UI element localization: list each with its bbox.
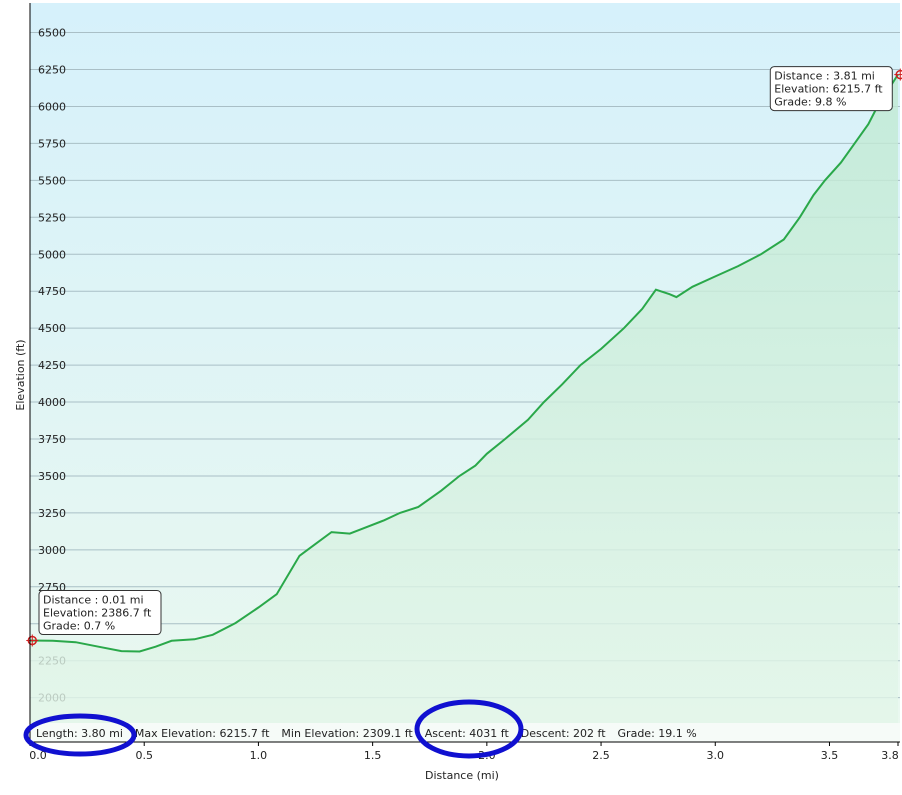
x-tick-label: 0.0 [29, 749, 47, 762]
y-tick-label: 5500 [38, 174, 66, 187]
stat-text: Ascent: 4031 ft [425, 727, 510, 740]
y-tick-label: 4250 [38, 359, 66, 372]
y-tick-label: 4500 [38, 322, 66, 335]
y-tick-label: 6500 [38, 27, 66, 40]
stat-text: Descent: 202 ft [521, 727, 606, 740]
tooltip-box [769, 66, 893, 112]
stat-text: Min Elevation: 2309.1 ft [281, 727, 413, 740]
y-tick-label: 3000 [38, 544, 66, 557]
x-tick-label: 3.0 [707, 749, 725, 762]
y-tick-label: 3750 [38, 433, 66, 446]
stat-text: Grade: 19.1 % [618, 727, 697, 740]
y-tick-label: 5750 [38, 137, 66, 150]
annotation-circle [23, 713, 137, 757]
y-tick-label: 4750 [38, 285, 66, 298]
x-axis-label: Distance (mi) [425, 769, 499, 782]
y-tick-label: 5250 [38, 211, 66, 224]
annotation-circle [414, 699, 524, 759]
y-tick-label: 6250 [38, 64, 66, 77]
x-tick-label: 2.5 [592, 749, 610, 762]
x-tick-label: 3.8 [881, 749, 899, 762]
elevation-area [30, 74, 898, 742]
y-tick-label: 6000 [38, 100, 66, 113]
tooltip-text: Distance : 3.81 mi [774, 70, 875, 83]
stat-text: Length: 3.80 mi [36, 727, 123, 740]
elevation-line [29, 73, 899, 653]
tooltip-text: Distance : 0.01 mi [43, 594, 144, 607]
y-tick-label: 3250 [38, 507, 66, 520]
y-axis-label: Elevation (ft) [14, 339, 27, 410]
stat-text: Max Elevation: 6215.7 ft [135, 727, 270, 740]
y-tick-label: 5000 [38, 248, 66, 261]
tooltip-text: Elevation: 2386.7 ft [43, 607, 152, 620]
x-tick-label: 0.5 [135, 749, 153, 762]
tooltip-text: Elevation: 6215.7 ft [774, 83, 883, 96]
x-tick-label: 1.5 [364, 749, 382, 762]
x-tick-label: 1.0 [250, 749, 268, 762]
x-tick-label: 3.5 [821, 749, 839, 762]
y-tick-label: 3500 [38, 470, 66, 483]
tooltip-box [38, 590, 162, 636]
tooltip-text: Grade: 0.7 % [43, 620, 115, 633]
stats-bar [30, 723, 900, 742]
tooltip-text: Grade: 9.8 % [774, 96, 846, 109]
y-tick-label: 4000 [38, 396, 66, 409]
